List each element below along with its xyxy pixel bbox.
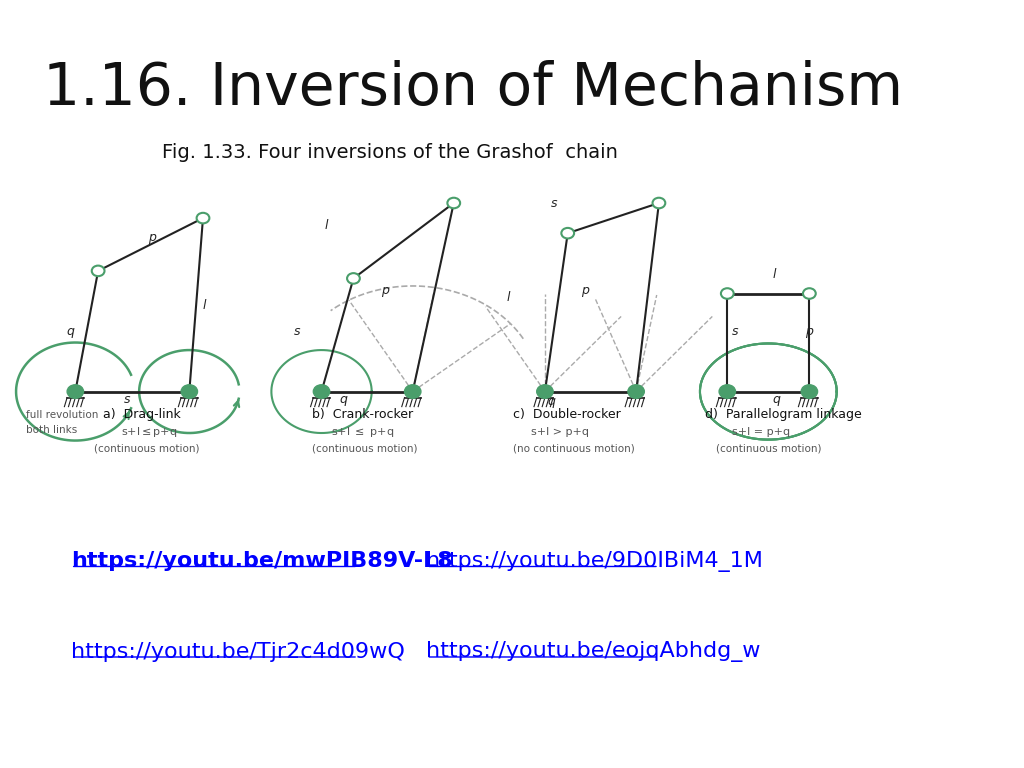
Circle shape: [313, 385, 330, 399]
Text: p: p: [148, 230, 156, 243]
Text: q: q: [67, 325, 74, 338]
Circle shape: [92, 266, 104, 276]
Circle shape: [721, 288, 733, 299]
Text: b)  Crank-rocker: b) Crank-rocker: [312, 408, 414, 421]
Text: s: s: [124, 393, 130, 406]
Circle shape: [652, 197, 666, 208]
Circle shape: [197, 213, 209, 223]
Circle shape: [447, 197, 460, 208]
Text: s: s: [551, 197, 558, 210]
Circle shape: [537, 385, 553, 399]
Text: c)  Double-rocker: c) Double-rocker: [513, 408, 621, 421]
Text: s: s: [294, 325, 301, 338]
Circle shape: [803, 288, 816, 299]
Text: s: s: [732, 325, 738, 338]
Text: https://youtu.be/eojqAbhdg_w: https://youtu.be/eojqAbhdg_w: [426, 641, 761, 662]
Circle shape: [347, 273, 359, 283]
Text: l: l: [773, 269, 776, 281]
Text: s+l = p+q: s+l = p+q: [732, 427, 790, 437]
Text: (no continuous motion): (no continuous motion): [513, 444, 635, 454]
Text: q: q: [340, 393, 347, 406]
Text: s+l > p+q: s+l > p+q: [531, 427, 589, 437]
Circle shape: [404, 385, 421, 399]
Text: https://youtu.be/mwPIB89V-L8: https://youtu.be/mwPIB89V-L8: [71, 551, 453, 571]
Text: p: p: [805, 325, 813, 338]
Circle shape: [561, 228, 574, 238]
Text: s+l $\leq$ p+q: s+l $\leq$ p+q: [331, 425, 394, 439]
Circle shape: [719, 385, 735, 399]
Text: p: p: [381, 283, 389, 296]
Text: https://youtu.be/9D0IBiM4_1M: https://youtu.be/9D0IBiM4_1M: [426, 551, 763, 571]
Text: 1.16. Inversion of Mechanism: 1.16. Inversion of Mechanism: [43, 60, 903, 117]
Text: l: l: [203, 299, 207, 312]
Text: (continuous motion): (continuous motion): [717, 444, 822, 454]
Text: l: l: [507, 291, 510, 304]
Text: q: q: [548, 395, 556, 408]
Text: Fig. 1.33. Four inversions of the Grashof  chain: Fig. 1.33. Four inversions of the Grasho…: [162, 143, 617, 162]
Text: both links: both links: [26, 425, 78, 435]
Circle shape: [181, 385, 198, 399]
Circle shape: [801, 385, 817, 399]
Text: (continuous motion): (continuous motion): [93, 444, 199, 454]
Text: p: p: [582, 283, 589, 296]
Text: a)  Drag-link: a) Drag-link: [102, 408, 180, 421]
Circle shape: [68, 385, 84, 399]
Text: q: q: [773, 393, 780, 406]
Text: full revolution: full revolution: [26, 410, 98, 420]
Text: (continuous motion): (continuous motion): [312, 444, 418, 454]
Text: d)  Parallelogram linkage: d) Parallelogram linkage: [705, 408, 861, 421]
Text: l: l: [325, 220, 328, 233]
Text: s+l$\leq$p+q: s+l$\leq$p+q: [121, 425, 177, 439]
Circle shape: [628, 385, 644, 399]
Text: https://youtu.be/Tjr2c4d09wQ: https://youtu.be/Tjr2c4d09wQ: [71, 642, 404, 662]
